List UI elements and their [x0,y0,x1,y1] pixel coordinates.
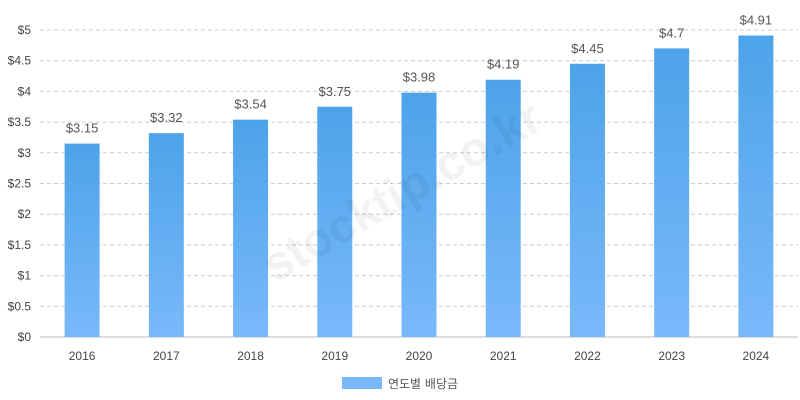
x-tick-label: 2019 [321,349,348,363]
x-tick-label: 2024 [743,349,770,363]
y-tick-label: $3.5 [8,115,32,129]
legend-swatch [341,377,382,389]
data-label: $3.54 [234,97,267,112]
x-tick-label: 2023 [658,349,685,363]
x-tick-label: 2018 [237,349,264,363]
bar[interactable] [317,106,353,337]
data-label: $3.75 [319,84,352,99]
data-label: $4.7 [659,25,684,40]
y-tick-label: $4.5 [8,54,32,68]
tick-labels: $0 $0.5 $1 $1.5 $2 $2.5 $3 $3.5 $4 $4.5 $5 2016 2017… [8,23,770,363]
legend-label: 연도별 배당금 [387,376,459,391]
data-labels: $3.15 $3.32 $3.54 $3.75 $3.98 $4.19 $4.45 $4.7 $… [66,13,772,136]
y-tick-label: $2.5 [8,177,32,191]
x-tick-label: 2020 [406,349,433,363]
data-label: $3.32 [150,110,183,125]
data-label: $4.45 [571,41,604,56]
x-tick-label: 2022 [574,349,601,363]
bar[interactable] [485,79,521,337]
y-tick-label: $1 [18,269,32,283]
y-tick-label: $0.5 [8,299,32,313]
y-tick-label: $5 [18,23,32,37]
bar[interactable] [401,92,437,338]
bar[interactable] [569,63,605,338]
x-tick-label: 2016 [69,349,96,363]
bar[interactable] [654,48,690,338]
data-label: $3.98 [403,70,436,85]
data-label: $4.19 [487,57,520,72]
y-tick-label: $0 [18,330,32,344]
data-label: $3.15 [66,121,99,136]
y-tick-label: $2 [18,207,32,221]
bars [64,35,774,338]
y-tick-label: $4 [18,84,32,98]
y-tick-label: $1.5 [8,238,32,252]
x-tick-label: 2021 [490,349,517,363]
x-tick-label: 2017 [153,349,180,363]
data-label: $4.91 [740,13,773,28]
y-tick-label: $3 [18,146,32,160]
legend[interactable]: 연도별 배당금 [0,374,800,392]
bar[interactable] [148,133,184,337]
bar[interactable] [64,143,100,337]
bar[interactable] [233,119,269,337]
bar[interactable] [738,35,774,337]
